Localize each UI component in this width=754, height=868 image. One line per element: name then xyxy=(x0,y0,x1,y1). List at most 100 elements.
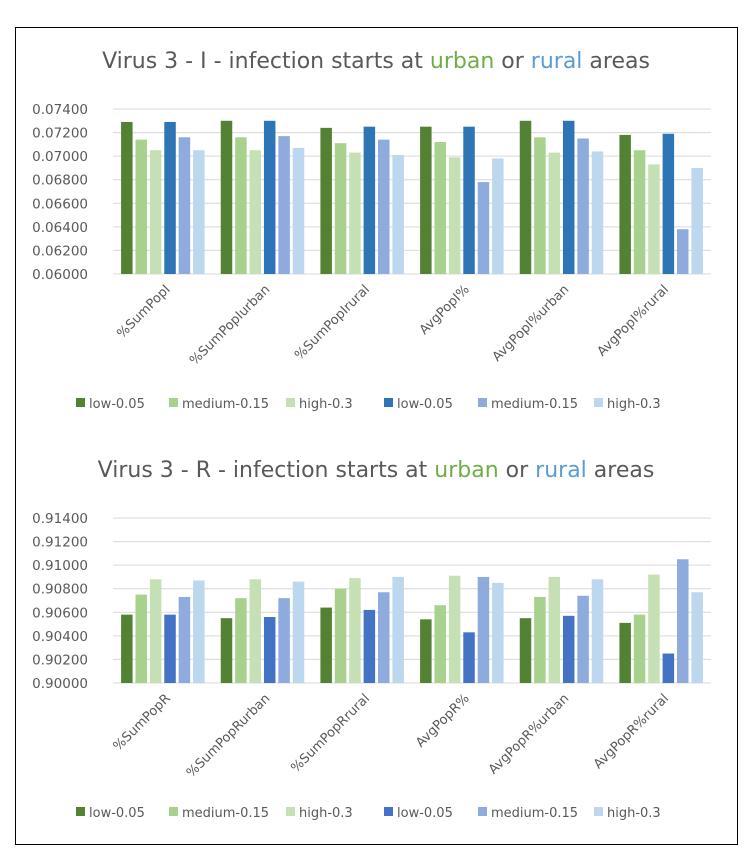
bar-%SumPopR-series-5 xyxy=(178,596,191,683)
y-tick-label: 0.06800 xyxy=(32,173,88,189)
bar-%SumPopIrural-series-2 xyxy=(334,143,347,274)
legend-swatch xyxy=(384,807,393,816)
y-tick-label: 0.07000 xyxy=(32,149,88,165)
y-tick-label: 0.90600 xyxy=(32,605,88,621)
legend-label: low-0.05 xyxy=(89,806,145,821)
y-tick-label: 0.06400 xyxy=(32,220,88,236)
chart-recovered: Virus 3 - R - infection starts at urban … xyxy=(32,458,711,821)
legend-label: low-0.05 xyxy=(397,806,453,821)
legend-label: medium-0.15 xyxy=(182,806,269,821)
bar-AvgPopR%-series-6 xyxy=(492,582,504,683)
y-tick-label: 0.07400 xyxy=(32,102,88,118)
category-label: AvgPopI%rural xyxy=(595,282,672,359)
legend-swatch xyxy=(76,398,85,407)
legend-label: medium-0.15 xyxy=(182,397,269,412)
y-tick-label: 0.91200 xyxy=(32,535,88,551)
bar-AvgPopR%urban-series-3 xyxy=(548,576,561,683)
chart-title: Virus 3 - I - infection starts at urban … xyxy=(102,49,650,74)
bar-%SumPopRrural-series-1 xyxy=(320,607,332,683)
title-suffix: areas xyxy=(582,49,650,74)
bar-%SumPopR-series-1 xyxy=(121,614,133,683)
legend-label: medium-0.15 xyxy=(491,397,578,412)
bar-AvgPopR%rural-series-5 xyxy=(677,559,689,683)
bar-%SumPopIurban-series-6 xyxy=(292,147,305,274)
legend-label: low-0.05 xyxy=(397,397,453,412)
title-rural: rural xyxy=(535,458,587,483)
bar-%SumPopRurban-series-6 xyxy=(292,581,305,683)
legend-swatch xyxy=(169,807,178,816)
chart-panel-infected: Virus 3 - I - infection starts at urban … xyxy=(15,27,738,439)
category-label: AvgPopR% xyxy=(413,691,472,750)
bar-AvgPopR%urban-series-1 xyxy=(519,618,532,683)
category-label: AvgPopR%rural xyxy=(591,691,672,772)
bar-%SumPopI-series-6 xyxy=(193,150,205,274)
bar-AvgPopI%-series-3 xyxy=(448,157,461,274)
bar-AvgPopI%-series-1 xyxy=(420,126,432,274)
title-rural: rural xyxy=(531,49,583,74)
category-label: %SumPopI xyxy=(114,282,173,341)
y-tick-label: 0.90800 xyxy=(32,582,88,598)
bar-%SumPopIrural-series-4 xyxy=(363,126,376,274)
legend-swatch xyxy=(384,398,393,407)
bar-%SumPopRurban-series-2 xyxy=(235,598,247,683)
bar-%SumPopIrural-series-3 xyxy=(349,152,361,274)
legend-swatch xyxy=(286,398,295,407)
bar-AvgPopR%-series-3 xyxy=(448,575,461,683)
bar-%SumPopIurban-series-4 xyxy=(263,120,276,275)
bar-%SumPopRrural-series-6 xyxy=(392,576,404,683)
bar-%SumPopIurban-series-2 xyxy=(235,137,247,274)
bar-AvgPopR%rural-series-4 xyxy=(662,653,675,683)
bar-AvgPopI%rural-series-6 xyxy=(691,167,703,274)
y-tick-label: 0.91000 xyxy=(32,558,88,574)
bar-%SumPopRurban-series-4 xyxy=(263,617,276,683)
legend-swatch xyxy=(478,807,487,816)
bar-AvgPopR%-series-1 xyxy=(420,619,432,683)
bar-AvgPopI%urban-series-4 xyxy=(562,120,575,275)
y-tick-label: 0.06600 xyxy=(32,196,88,212)
bar-%SumPopI-series-1 xyxy=(121,121,133,274)
legend-label: high-0.3 xyxy=(607,397,661,412)
bar-%SumPopIurban-series-3 xyxy=(249,150,262,274)
bar-%SumPopRrural-series-2 xyxy=(334,588,347,683)
category-label: %SumPopRurban xyxy=(184,691,274,781)
bar-AvgPopI%urban-series-2 xyxy=(534,137,546,274)
title-urban: urban xyxy=(434,458,498,483)
bar-%SumPopRurban-series-1 xyxy=(220,618,233,683)
category-label: AvgPopR%urban xyxy=(486,691,572,777)
bar-AvgPopR%-series-2 xyxy=(434,605,446,683)
bar-AvgPopI%-series-4 xyxy=(463,126,475,274)
bar-AvgPopI%rural-series-2 xyxy=(633,150,646,274)
bar-AvgPopI%rural-series-1 xyxy=(619,134,631,274)
bar-AvgPopR%urban-series-4 xyxy=(562,615,575,683)
title-urban: urban xyxy=(430,49,494,74)
y-tick-label: 0.07200 xyxy=(32,126,88,142)
bar-AvgPopI%-series-6 xyxy=(492,158,504,274)
title-middle: or xyxy=(494,49,531,74)
bar-%SumPopIrural-series-1 xyxy=(320,127,332,274)
chart-panel-recovered: Virus 3 - R - infection starts at urban … xyxy=(15,437,738,845)
legend-label: low-0.05 xyxy=(89,397,145,412)
bar-%SumPopR-series-6 xyxy=(193,580,205,683)
legend-label: high-0.3 xyxy=(299,397,353,412)
legend-label: high-0.3 xyxy=(607,806,661,821)
bar-AvgPopR%rural-series-6 xyxy=(691,592,703,683)
bar-%SumPopRurban-series-5 xyxy=(278,598,290,683)
bar-AvgPopR%rural-series-3 xyxy=(648,574,660,683)
bar-AvgPopR%urban-series-2 xyxy=(534,596,546,683)
legend-swatch xyxy=(169,398,178,407)
legend-swatch xyxy=(76,807,85,816)
bar-AvgPopI%rural-series-4 xyxy=(662,133,675,274)
title-middle: or xyxy=(499,458,536,483)
bar-AvgPopI%urban-series-6 xyxy=(591,151,604,274)
title-prefix: Virus 3 - R - infection starts at xyxy=(98,458,435,483)
bar-%SumPopIurban-series-5 xyxy=(278,136,290,274)
legend-label: medium-0.15 xyxy=(491,806,578,821)
bar-AvgPopR%rural-series-2 xyxy=(633,614,646,683)
bar-%SumPopI-series-3 xyxy=(149,150,162,274)
bar-%SumPopRurban-series-3 xyxy=(249,579,262,683)
bar-%SumPopR-series-3 xyxy=(149,579,162,683)
legend-swatch xyxy=(594,807,603,816)
title-suffix: areas xyxy=(587,458,655,483)
legend-swatch xyxy=(286,807,295,816)
category-label: %SumPopIurban xyxy=(187,282,273,368)
